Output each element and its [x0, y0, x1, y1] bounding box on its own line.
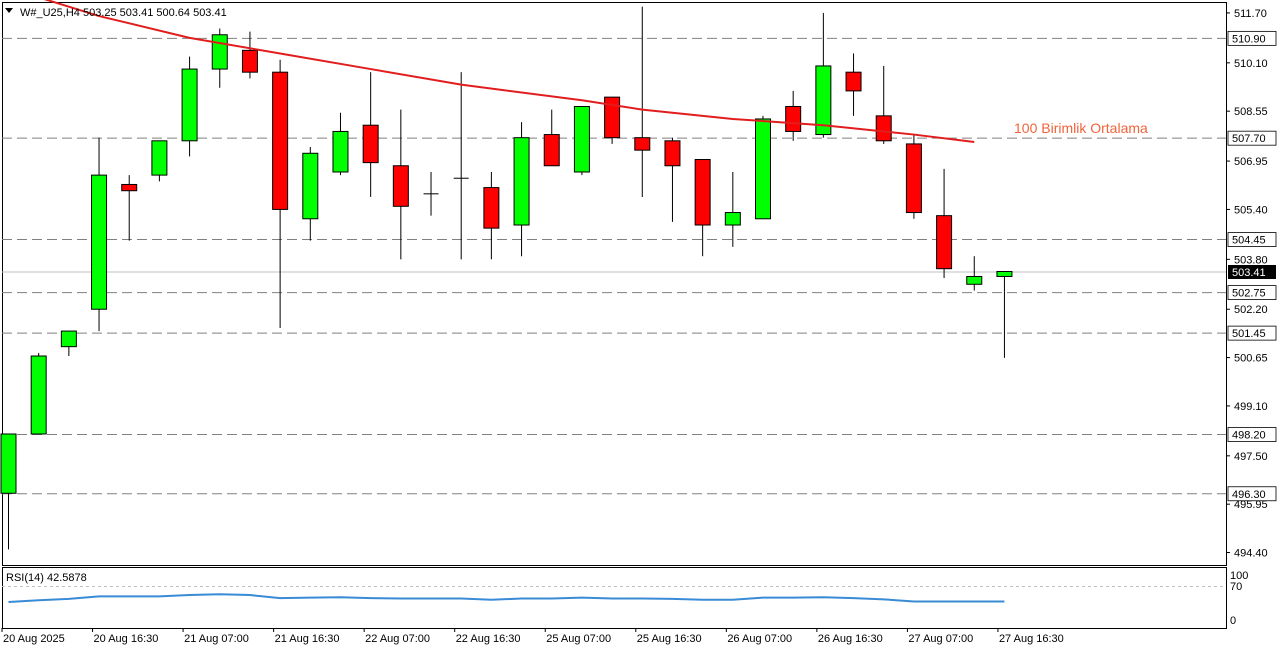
y-tick-label: 502.20: [1234, 304, 1268, 316]
x-tick-label: 22 Aug 16:30: [456, 633, 521, 645]
y-tick-label: 495.95: [1234, 499, 1268, 511]
candle-bullish: [30, 355, 47, 435]
candle-bearish: [121, 183, 138, 192]
candle-bullish: [815, 65, 832, 136]
x-tick-label: 25 Aug 07:00: [546, 633, 611, 645]
candle-bullish: [996, 270, 1013, 277]
level-price-box: [1227, 30, 1277, 46]
x-tick-label: 20 Aug 16:30: [94, 633, 159, 645]
level-price-box: [1227, 130, 1277, 146]
level-price-box: [1227, 427, 1277, 442]
x-tick-label: 21 Aug 07:00: [184, 633, 249, 645]
triangle-down-icon: [5, 8, 13, 13]
candle-bullish: [573, 105, 590, 173]
x-tick-label: 20 Aug 2025: [3, 633, 65, 645]
candle-bullish: [0, 433, 17, 494]
candle-bearish: [392, 165, 409, 207]
candle-bearish: [241, 49, 258, 73]
candle-bearish: [785, 105, 802, 132]
candle-bullish: [91, 174, 108, 310]
rsi-tick-label: 70: [1230, 581, 1242, 593]
rsi-tick-label: 0: [1230, 615, 1236, 627]
y-tick-label: 500.65: [1234, 353, 1268, 365]
level-price-box: [1227, 325, 1277, 341]
current-price-box: [1228, 264, 1276, 279]
rsi-line: [8, 593, 1005, 603]
level-price-box: [1227, 232, 1277, 247]
x-tick-label: 21 Aug 16:30: [275, 633, 340, 645]
level-price-label: 501.45: [1232, 328, 1266, 340]
candle-bullish: [513, 137, 530, 226]
candle-bullish: [302, 152, 319, 220]
candle-bearish: [905, 143, 922, 214]
y-tick-label: 508.55: [1234, 106, 1268, 118]
candle-bearish: [543, 134, 560, 167]
candle-bearish: [845, 71, 862, 92]
moving-average-line: [43, 0, 975, 144]
candle-bullish: [755, 118, 771, 220]
level-price-label: 496.30: [1232, 489, 1266, 501]
candle-bullish: [966, 275, 983, 285]
chart-header: W#_U25,H4 503.25 503.41 500.64 503.41: [20, 7, 227, 19]
y-tick-label: 494.40: [1234, 548, 1268, 560]
y-tick-label: 499.10: [1234, 401, 1268, 413]
level-price-box: [1227, 285, 1277, 300]
x-tick-label: 26 Aug 07:00: [727, 633, 792, 645]
level-price-label: 502.75: [1232, 288, 1266, 300]
candle-bullish: [181, 68, 198, 142]
x-tick-label: 27 Aug 16:30: [999, 633, 1064, 645]
candle-bearish: [362, 124, 379, 164]
y-tick-label: 505.40: [1234, 204, 1268, 216]
x-tick-label: 22 Aug 07:00: [365, 633, 430, 645]
x-tick-label: 25 Aug 16:30: [637, 633, 702, 645]
current-price-label: 503.41: [1232, 267, 1266, 279]
candle-bearish: [634, 137, 651, 151]
y-tick-label: 511.70: [1234, 8, 1267, 20]
candle-bullish: [60, 330, 77, 348]
rsi-label: RSI(14) 42.5878: [6, 572, 87, 584]
y-tick-label: 506.95: [1234, 156, 1268, 168]
candle-bearish: [604, 96, 621, 139]
rsi-tick-label: 100: [1230, 570, 1248, 582]
candle-bullish: [724, 212, 741, 226]
level-price-label: 504.45: [1232, 235, 1266, 247]
ma-annotation-label: 100 Birimlik Ortalama: [1014, 120, 1148, 136]
x-tick-label: 27 Aug 07:00: [908, 633, 973, 645]
price-pane-frame: [2, 2, 1227, 566]
candle-bullish: [151, 140, 168, 176]
candle-bearish: [483, 187, 500, 229]
candle-bearish: [694, 159, 711, 226]
candle-bearish: [875, 115, 892, 142]
y-tick-label: 510.10: [1234, 58, 1268, 70]
candle-bearish: [664, 140, 681, 167]
level-price-label: 498.20: [1232, 429, 1266, 441]
x-tick-label: 26 Aug 16:30: [818, 633, 883, 645]
level-price-box: [1227, 486, 1277, 502]
candle-bullish: [211, 34, 228, 70]
y-tick-label: 497.50: [1234, 451, 1268, 463]
level-price-label: 510.90: [1232, 33, 1266, 45]
candle-bearish: [272, 71, 289, 210]
level-price-label: 507.70: [1232, 133, 1266, 145]
y-tick-label: 503.80: [1234, 254, 1268, 266]
candle-bullish: [332, 130, 349, 173]
candle-bearish: [936, 215, 953, 270]
rsi-pane-frame: [2, 567, 1227, 629]
